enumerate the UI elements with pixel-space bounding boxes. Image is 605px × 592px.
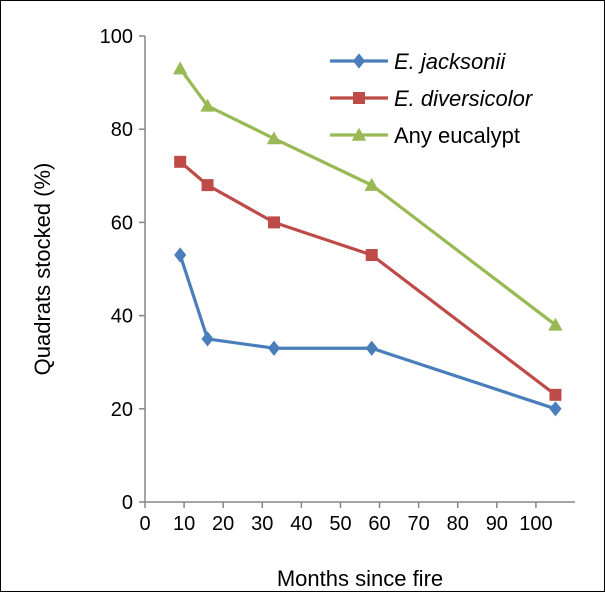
x-tick-label: 90 [486,513,508,535]
x-axis-ticks: 0 10 20 30 40 50 60 70 80 90 100 [139,502,553,535]
x-tick-label: 70 [408,513,430,535]
y-axis-title: Quadrats stocked (%) [30,163,55,376]
legend-marker [353,92,365,104]
y-tick-label: 40 [111,306,133,328]
x-tick-label: 0 [139,513,150,535]
x-tick-label: 50 [329,513,351,535]
y-tick-label: 100 [100,26,133,48]
legend-item: E. jacksonii [330,49,506,74]
x-axis-title: Months since fire [277,566,443,591]
legend-item: E. diversicolor [330,86,534,111]
data-point [268,216,280,229]
series-2 [172,61,563,331]
legend-marker [352,53,366,69]
data-point [548,317,563,331]
y-tick-label: 0 [122,492,133,514]
legend-label: E. jacksonii [394,49,506,74]
y-tick-label: 60 [111,212,133,234]
series-1 [174,155,562,401]
x-tick-label: 60 [368,513,390,535]
data-point [365,249,378,262]
y-tick-label: 80 [111,119,133,141]
legend-item: Any eucalypt [330,123,520,148]
data-point [174,155,187,168]
x-tick-label: 100 [519,513,552,535]
data-point [267,340,281,356]
data-point [200,98,215,112]
data-point [201,179,214,192]
legend: E. jacksonii E. diversicolor Any eucalypt [330,49,534,148]
data-point [365,340,378,356]
x-tick-label: 40 [290,513,312,535]
data-point [201,331,214,347]
data-point [549,401,562,417]
data-point [172,61,188,75]
data-point [266,131,282,145]
data-point [174,247,187,263]
series-layer [172,61,563,417]
y-axis-ticks: 0 20 40 60 80 100 [100,26,145,514]
data-point [364,177,379,191]
x-tick-label: 30 [251,513,273,535]
x-tick-label: 10 [173,513,195,535]
y-tick-label: 20 [111,399,133,421]
legend-marker [351,127,367,141]
series-0 [174,247,562,417]
data-point [549,388,562,401]
legend-label: Any eucalypt [394,123,520,148]
x-tick-label: 80 [447,513,469,535]
legend-label: E. diversicolor [394,86,534,111]
x-tick-label: 20 [212,513,234,535]
